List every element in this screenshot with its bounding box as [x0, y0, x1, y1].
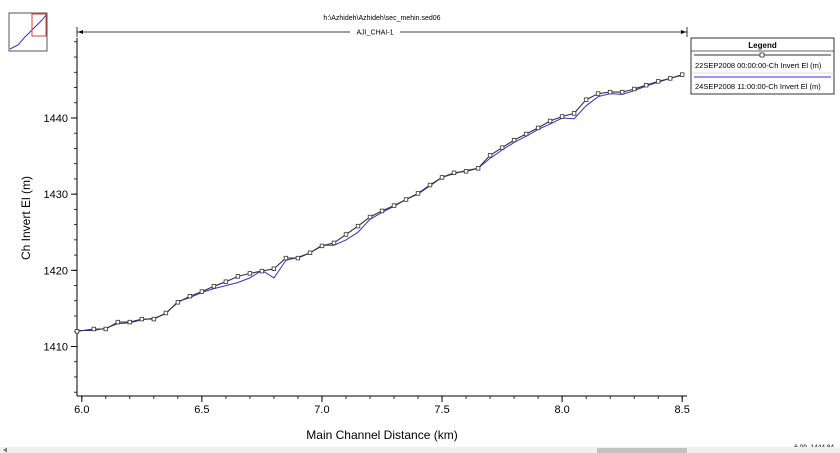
- series-2-line: [77, 74, 683, 331]
- y-tick-label: 1420: [44, 265, 68, 277]
- series-1-point: [115, 319, 120, 325]
- series-1-point: [559, 114, 565, 119]
- series-1-point: [535, 125, 541, 131]
- legend-entry-2-label: 24SEP2008 11:00:00-Ch Invert El (m): [695, 82, 821, 91]
- series-1-point: [656, 79, 661, 84]
- series-1-point: [91, 326, 96, 332]
- series-1-point: [391, 203, 397, 208]
- series-1-point: [223, 279, 229, 284]
- series-1-point: [403, 197, 409, 202]
- series-1-point: [295, 255, 301, 261]
- y-tick-label: 1410: [44, 341, 68, 353]
- series-1-point: [139, 316, 144, 322]
- series-1-point: [523, 131, 529, 137]
- plot-series: [74, 72, 685, 334]
- series-1-point: [319, 243, 325, 249]
- series-1-point: [415, 191, 421, 196]
- overview-viewport-box: [31, 13, 47, 37]
- x-ticks: 6.0 6.5 7.0 7.5 8.0 8.5: [74, 396, 690, 416]
- legend-entry-1-label: 22SEP2008 00:00:00-Ch Invert El (m): [695, 61, 822, 70]
- series-1-point: [127, 319, 132, 325]
- series-1-point: [367, 214, 373, 220]
- x-tick-label: 6.5: [194, 404, 209, 416]
- series-1-point: [547, 118, 553, 124]
- reach-extent-arrow-left: [78, 30, 83, 34]
- x-axis-label: Main Channel Distance (km): [306, 428, 457, 442]
- legend-box: [690, 37, 835, 95]
- series-1-point: [175, 300, 181, 305]
- series-1-point: [331, 240, 337, 246]
- series-1-point: [211, 284, 217, 289]
- file-path-label: h:\Azhideh\Azhideh\sec_mehin.sed06: [323, 15, 440, 22]
- reach-extent-marker: AJI_CHAI-1: [76, 27, 688, 37]
- series-1-point: [307, 250, 313, 255]
- series-1-point: [571, 111, 577, 116]
- series-1-point: [668, 76, 673, 81]
- legend-entry-1-marker: [759, 52, 765, 58]
- reach-name-label: AJI_CHAI-1: [357, 30, 394, 37]
- series-1-point: [607, 89, 613, 95]
- series-1-point: [163, 310, 169, 316]
- reach-label-bg: [350, 27, 400, 37]
- x-tick-label: 7.0: [314, 404, 329, 416]
- series-1-point: [74, 329, 80, 334]
- series-1-point: [620, 89, 625, 95]
- series-1-point: [439, 175, 445, 180]
- x-tick-label: 8.5: [675, 404, 690, 416]
- series-1-point: [451, 170, 457, 175]
- legend: Legend 22SEP2008 00:00:00-Ch Invert El (…: [690, 37, 835, 95]
- y-ticks: 1410 1420 1430 1440: [44, 41, 77, 393]
- overview-profile-line: [9, 14, 47, 50]
- series-1-point: [475, 166, 481, 171]
- series-1-line: [76, 74, 683, 332]
- x-tick-label: 7.5: [434, 404, 449, 416]
- series-1-point: [151, 316, 157, 322]
- series-1-point: [259, 268, 265, 274]
- y-tick-label: 1430: [44, 189, 68, 201]
- legend-title: Legend: [748, 41, 777, 50]
- series-1-point: [644, 83, 649, 88]
- series-1-point: [283, 255, 289, 261]
- series-1-point: [379, 208, 385, 214]
- series-1-point: [463, 169, 469, 174]
- plot-axes: [76, 38, 687, 397]
- series-1-point: [632, 86, 637, 92]
- series-1-point: [247, 271, 253, 276]
- series-1-point: [427, 182, 433, 188]
- scroll-left-arrow-icon[interactable]: [3, 447, 7, 453]
- series-1-point: [199, 289, 205, 294]
- series-1-point: [680, 72, 685, 77]
- reach-extent-arrow-right: [681, 30, 686, 34]
- series-1-point: [499, 145, 505, 150]
- series-1-point: [487, 153, 493, 158]
- scrollbar-track[interactable]: [0, 447, 840, 453]
- scrollbar-thumb[interactable]: [597, 448, 687, 453]
- horizontal-scrollbar[interactable]: [0, 447, 840, 453]
- series-1-point: [355, 223, 361, 229]
- series-1-point: [235, 274, 241, 279]
- series-1-point: [511, 137, 517, 143]
- series-1-point: [343, 232, 349, 237]
- x-tick-label: 8.0: [554, 404, 569, 416]
- series-1-point: [595, 91, 601, 96]
- overview-thumbnail[interactable]: [8, 12, 48, 52]
- series-1-point: [271, 266, 277, 271]
- series-1-point: [583, 97, 589, 102]
- x-tick-label: 6.0: [74, 404, 89, 416]
- series-1-point: [187, 293, 193, 299]
- series-1-point: [103, 326, 108, 332]
- y-axis-label: Ch Invert El (m): [19, 176, 33, 260]
- y-tick-label: 1440: [44, 113, 68, 125]
- overview-frame: [8, 12, 48, 52]
